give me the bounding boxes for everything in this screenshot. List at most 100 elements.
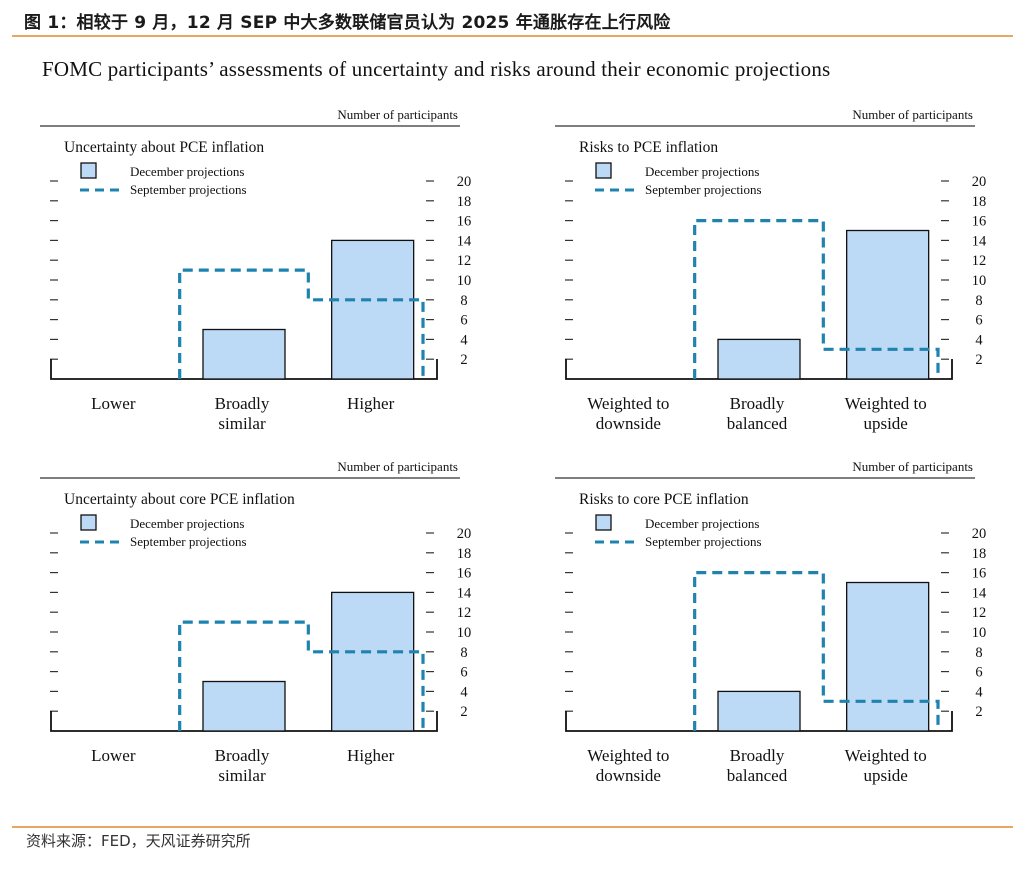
bar-3 xyxy=(331,239,415,380)
x-axis-categories: Weighted todownsideBroadlybalancedWeight… xyxy=(587,394,927,433)
category-label-3: upside xyxy=(863,766,907,785)
bar-3 xyxy=(331,591,415,732)
tick-label-8: 8 xyxy=(460,293,467,309)
category-label-2: balanced xyxy=(727,414,788,433)
series-december xyxy=(717,581,930,732)
y-axis-label: Number of participants xyxy=(337,459,458,474)
bar-2 xyxy=(202,328,286,380)
category-label-3: Weighted to xyxy=(845,394,927,413)
category-label-3: upside xyxy=(863,414,907,433)
tick-label-16: 16 xyxy=(972,214,987,230)
chart-subtitle: FOMC participants’ assessments of uncert… xyxy=(42,57,831,81)
bar-2 xyxy=(717,690,801,732)
series-december xyxy=(202,239,415,380)
tick-label-12: 12 xyxy=(972,253,987,269)
tick-label-4: 4 xyxy=(460,332,468,348)
legend-label-september: September projections xyxy=(130,182,247,197)
tick-label-10: 10 xyxy=(972,625,987,641)
series-september-outline xyxy=(693,571,940,731)
tick-label-4: 4 xyxy=(975,684,983,700)
y-axis-ticks: 2 4 6 8 10 12 14 16 18 20 xyxy=(50,174,472,368)
tick-label-18: 18 xyxy=(457,546,472,562)
bar-3 xyxy=(846,581,930,732)
y-axis-ticks: 2 4 6 8 10 12 14 16 18 20 xyxy=(50,526,472,720)
tick-label-20: 20 xyxy=(457,174,472,190)
category-label-1: Weighted to xyxy=(587,394,669,413)
bar-2 xyxy=(717,338,801,380)
legend: December projections September projection… xyxy=(595,514,762,549)
category-label-2: Broadly xyxy=(730,394,785,413)
legend-swatch-december xyxy=(595,514,612,531)
tick-label-2: 2 xyxy=(460,704,467,720)
top-rule xyxy=(12,35,1013,37)
chart-panel-3: Number of participants Uncertainty about … xyxy=(40,459,472,785)
tick-label-12: 12 xyxy=(457,253,472,269)
legend-label-december: December projections xyxy=(645,164,759,179)
tick-label-20: 20 xyxy=(972,174,987,190)
tick-label-20: 20 xyxy=(457,526,472,542)
category-label-2: similar xyxy=(218,766,266,785)
tick-label-8: 8 xyxy=(975,293,982,309)
legend-label-december: December projections xyxy=(645,516,759,531)
legend: December projections September projection… xyxy=(80,162,247,197)
bottom-rule xyxy=(12,826,1013,828)
category-label-1: Weighted to xyxy=(587,746,669,765)
series-december xyxy=(717,229,930,380)
legend-swatch-december xyxy=(80,162,97,179)
category-label-2: Broadly xyxy=(215,746,270,765)
panel-title: Uncertainty about core PCE inflation xyxy=(64,491,295,508)
tick-label-4: 4 xyxy=(460,684,468,700)
bar-2 xyxy=(202,680,286,732)
tick-label-2: 2 xyxy=(460,352,467,368)
category-label-2: Broadly xyxy=(730,746,785,765)
legend: December projections September projection… xyxy=(595,162,762,197)
category-label-3: Weighted to xyxy=(845,746,927,765)
figure-title: 图 1：相较于 9 月，12 月 SEP 中大多数联储官员认为 2025 年通胀… xyxy=(24,13,671,33)
tick-label-4: 4 xyxy=(975,332,983,348)
legend-label-september: September projections xyxy=(645,182,762,197)
tick-label-6: 6 xyxy=(975,665,982,681)
panel-title: Risks to core PCE inflation xyxy=(579,491,749,508)
legend-swatch-december xyxy=(80,514,97,531)
tick-label-6: 6 xyxy=(975,313,982,329)
tick-label-18: 18 xyxy=(972,194,987,210)
category-label-2: similar xyxy=(218,414,266,433)
panel-title: Risks to PCE inflation xyxy=(579,139,718,156)
tick-label-8: 8 xyxy=(975,645,982,661)
tick-label-14: 14 xyxy=(972,233,987,249)
series-september-outline xyxy=(693,219,940,379)
category-label-1: downside xyxy=(596,766,661,785)
chart-panel-2: Number of participants Risks to PCE infla… xyxy=(555,107,987,433)
legend-label-december: December projections xyxy=(130,164,244,179)
tick-label-8: 8 xyxy=(460,645,467,661)
legend-label-september: September projections xyxy=(645,534,762,549)
category-label-1: downside xyxy=(596,414,661,433)
panel-title: Uncertainty about PCE inflation xyxy=(64,139,264,156)
legend-label-december: December projections xyxy=(130,516,244,531)
category-label-3: Higher xyxy=(347,394,395,413)
legend-label-september: September projections xyxy=(130,534,247,549)
category-label-2: Broadly xyxy=(215,394,270,413)
tick-label-14: 14 xyxy=(457,233,472,249)
tick-label-16: 16 xyxy=(457,566,472,582)
tick-label-10: 10 xyxy=(457,625,472,641)
tick-label-16: 16 xyxy=(972,566,987,582)
tick-label-12: 12 xyxy=(972,605,987,621)
tick-label-18: 18 xyxy=(457,194,472,210)
chart-panel-4: Number of participants Risks to core PCE … xyxy=(555,459,987,785)
y-axis-label: Number of participants xyxy=(852,459,973,474)
category-label-1: Lower xyxy=(91,746,136,765)
tick-label-14: 14 xyxy=(457,585,472,601)
series-december xyxy=(202,591,415,732)
tick-label-12: 12 xyxy=(457,605,472,621)
tick-label-10: 10 xyxy=(457,273,472,289)
tick-label-6: 6 xyxy=(460,665,467,681)
tick-label-6: 6 xyxy=(460,313,467,329)
tick-label-14: 14 xyxy=(972,585,987,601)
tick-label-20: 20 xyxy=(972,526,987,542)
tick-label-2: 2 xyxy=(975,704,982,720)
legend: December projections September projection… xyxy=(80,514,247,549)
